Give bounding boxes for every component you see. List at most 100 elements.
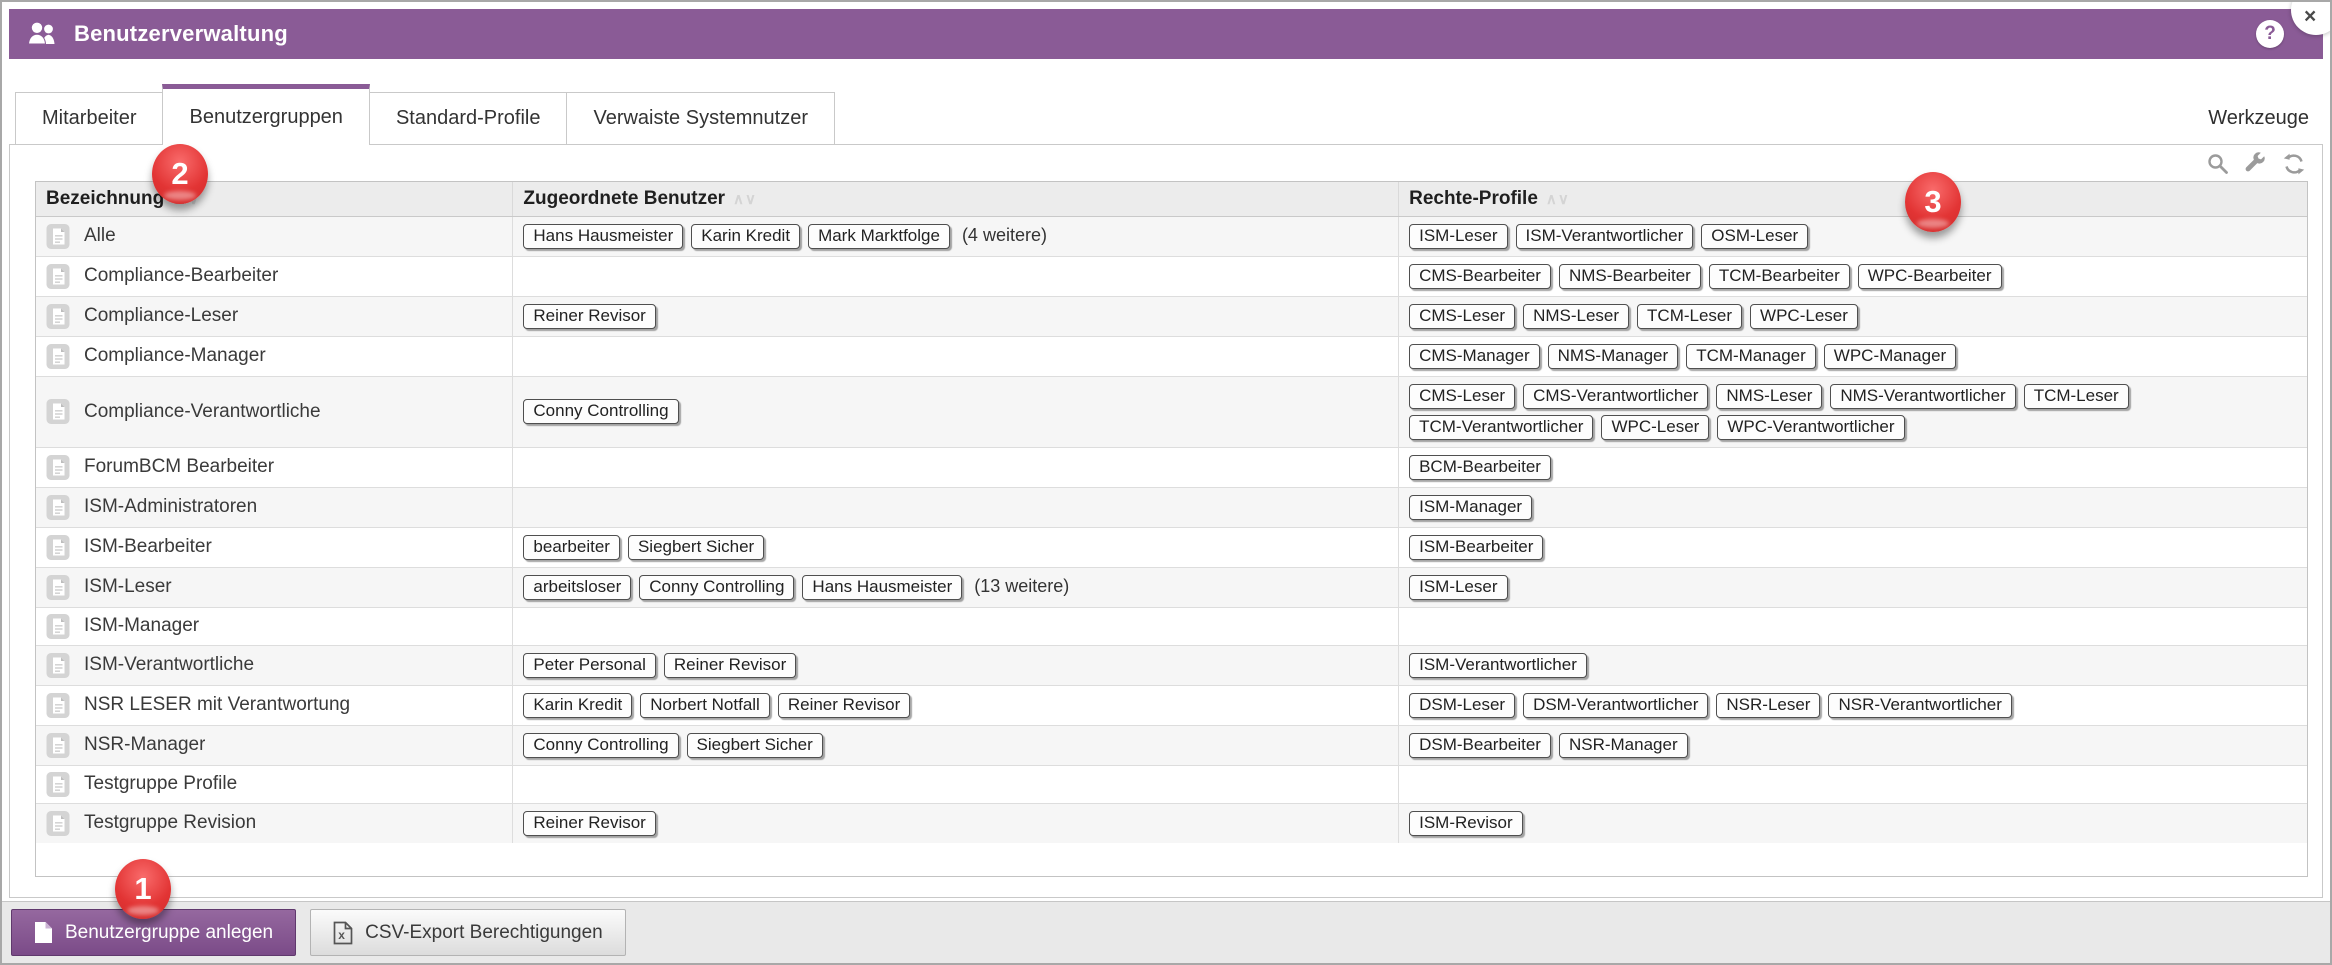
csv-export-label: CSV-Export Berechtigungen xyxy=(365,921,603,943)
table-row[interactable]: Testgruppe Profile xyxy=(36,764,2307,803)
tab-mitarbeiter[interactable]: Mitarbeiter xyxy=(15,92,164,144)
table-row[interactable]: Compliance-Bearbeiter CMS-Bearbeiter NMS-B… xyxy=(36,255,2307,296)
group-name-label: Alle xyxy=(84,225,116,246)
table-row[interactable]: ISM-Manager xyxy=(36,606,2307,645)
profile-chip[interactable]: NMS-Bearbeiter xyxy=(1558,263,1701,289)
profile-chip[interactable]: CMS-Leser xyxy=(1409,383,1516,409)
profile-chip[interactable]: NMS-Leser xyxy=(1716,383,1823,409)
user-chip[interactable]: Reiner Revisor xyxy=(777,692,911,718)
profile-chip[interactable]: ISM-Leser xyxy=(1409,223,1508,249)
group-name-label: NSR-Manager xyxy=(84,734,206,755)
assigned-users-cell: Peter Personal Reiner Revisor xyxy=(512,644,1400,685)
column-header-zugeordnete-benutzer[interactable]: Zugeordnete Benutzer xyxy=(512,182,1400,217)
user-chip[interactable]: Reiner Revisor xyxy=(663,652,797,678)
profile-chip[interactable]: TCM-Leser xyxy=(2023,383,2129,409)
table-row[interactable]: ISM-Verantwortliche Peter Personal Reiner … xyxy=(36,644,2307,685)
profile-chip[interactable]: ISM-Leser xyxy=(1409,574,1508,600)
profile-chip[interactable]: TCM-Verantwortlicher xyxy=(1409,414,1594,440)
wrench-icon[interactable] xyxy=(2244,152,2268,176)
profile-chip[interactable]: CMS-Leser xyxy=(1409,303,1516,329)
table-row[interactable]: NSR-Manager Conny Controlling Siegbert Sic… xyxy=(36,724,2307,765)
table-row[interactable]: Testgruppe Revision Reiner Revisor ISM-Rev… xyxy=(36,802,2307,843)
assigned-users-cell: bearbeiter Siegbert Sicher xyxy=(512,526,1400,567)
table-row[interactable]: ForumBCM Bearbeiter BCM-Bearbeiter xyxy=(36,446,2307,487)
table-row[interactable]: ISM-Leser arbeitsloser Conny Controlling Ha… xyxy=(36,566,2307,607)
sort-none-icon xyxy=(733,188,757,209)
profile-chip[interactable]: DSM-Bearbeiter xyxy=(1409,732,1551,758)
profile-chip[interactable]: CMS-Verantwortlicher xyxy=(1523,383,1709,409)
assigned-users-cell: Reiner Revisor xyxy=(512,295,1400,336)
profile-chip[interactable]: WPC-Bearbeiter xyxy=(1857,263,2002,289)
user-chip[interactable]: Conny Controlling xyxy=(523,399,679,424)
profile-chip[interactable]: BCM-Bearbeiter xyxy=(1409,454,1551,480)
user-chip[interactable]: Siegbert Sicher xyxy=(686,732,823,758)
group-name-label: ISM-Bearbeiter xyxy=(84,536,212,557)
profile-chip[interactable]: TCM-Leser xyxy=(1637,303,1743,329)
profile-chip[interactable]: WPC-Verantwortlicher xyxy=(1717,414,1905,440)
csv-export-button[interactable]: x CSV-Export Berechtigungen xyxy=(310,909,626,956)
user-chip[interactable]: Karin Kredit xyxy=(523,692,633,718)
profile-chip[interactable]: DSM-Verantwortlicher xyxy=(1523,692,1709,718)
column-header-rechte-profile[interactable]: Rechte-Profile xyxy=(1398,182,2307,217)
profile-chip[interactable]: TCM-Manager xyxy=(1686,343,1816,369)
profile-chip[interactable]: ISM-Verantwortlicher xyxy=(1409,652,1587,678)
group-name-cell: ForumBCM Bearbeiter xyxy=(36,446,514,487)
user-chip[interactable]: Mark Marktfolge xyxy=(808,223,950,249)
profile-chip[interactable]: NMS-Verantwortlicher xyxy=(1830,383,2016,409)
profile-chip[interactable]: NMS-Leser xyxy=(1523,303,1630,329)
table-row[interactable]: NSR LESER mit Verantwortung Karin Kredit N… xyxy=(36,684,2307,725)
create-group-button[interactable]: Benutzergruppe anlegen xyxy=(11,909,297,956)
user-chip[interactable]: arbeitsloser xyxy=(523,574,632,600)
tab-label: Standard-Profile xyxy=(395,107,541,129)
user-chip[interactable]: Conny Controlling xyxy=(639,574,795,600)
group-name-label: ISM-Manager xyxy=(84,615,200,636)
profile-chip[interactable]: ISM-Bearbeiter xyxy=(1409,534,1544,560)
profile-chip[interactable]: TCM-Bearbeiter xyxy=(1708,263,1850,289)
assigned-users-cell xyxy=(512,335,1400,376)
profile-chip[interactable]: WPC-Leser xyxy=(1750,303,1858,329)
profile-chip[interactable]: NSR-Manager xyxy=(1558,732,1688,758)
table-row[interactable]: Compliance-Leser Reiner Revisor CMS-Leser N… xyxy=(36,295,2307,336)
profile-chip[interactable]: CMS-Manager xyxy=(1409,343,1540,369)
table-row[interactable]: Compliance-Manager CMS-Manager NMS-Manager… xyxy=(36,335,2307,376)
user-chip[interactable]: Hans Hausmeister xyxy=(523,223,684,249)
user-chip[interactable]: Norbert Notfall xyxy=(640,692,770,718)
profile-chip[interactable]: WPC-Leser xyxy=(1601,414,1710,440)
user-chip[interactable]: Siegbert Sicher xyxy=(627,534,765,560)
tab-label: Mitarbeiter xyxy=(42,107,137,129)
table-row[interactable]: Compliance-Verantwortliche Conny Controll… xyxy=(36,375,2307,447)
profile-chip[interactable]: NSR-Verantwortlicher xyxy=(1828,692,2012,718)
werkzeuge-menu[interactable]: Werkzeuge xyxy=(2208,107,2309,129)
profile-chip[interactable]: OSM-Leser xyxy=(1701,223,1809,249)
group-name-cell: Compliance-Bearbeiter xyxy=(36,255,514,296)
profile-chip[interactable]: ISM-Manager xyxy=(1409,494,1533,520)
profile-chip[interactable]: ISM-Verantwortlicher xyxy=(1515,223,1694,249)
profile-chip[interactable]: NSR-Leser xyxy=(1716,692,1821,718)
profile-chip[interactable]: DSM-Leser xyxy=(1409,692,1516,718)
page-title: Benutzerverwaltung xyxy=(74,21,288,46)
profile-chip[interactable]: WPC-Manager xyxy=(1823,343,1957,369)
table-row[interactable]: Alle Hans Hausmeister Karin Kredit Mark Mar… xyxy=(36,216,2307,256)
table-row[interactable]: ISM-Administratoren ISM-Manager xyxy=(36,486,2307,527)
user-chip[interactable]: Karin Kredit xyxy=(691,223,801,249)
search-icon[interactable] xyxy=(2206,152,2230,176)
create-group-label: Benutzergruppe anlegen xyxy=(65,921,274,943)
user-chip[interactable]: Conny Controlling xyxy=(523,732,679,758)
table-row[interactable]: ISM-Bearbeiter bearbeiter Siegbert Sicher I… xyxy=(36,526,2307,567)
rights-profiles-cell: CMS-Manager NMS-Manager TCM-Manager WPC-Man… xyxy=(1398,335,2307,376)
user-chip[interactable]: Hans Hausmeister xyxy=(802,574,963,600)
user-chip[interactable]: Reiner Revisor xyxy=(523,810,656,836)
user-chip[interactable]: bearbeiter xyxy=(523,534,620,560)
tab-benutzergruppen[interactable]: Benutzergruppen xyxy=(162,84,370,145)
rights-profiles-cell: BCM-Bearbeiter xyxy=(1398,446,2307,487)
profile-chip[interactable]: ISM-Revisor xyxy=(1409,810,1523,836)
user-chip[interactable]: Reiner Revisor xyxy=(523,303,656,329)
profile-chip[interactable]: CMS-Bearbeiter xyxy=(1409,263,1551,289)
column-header-bezeichnung[interactable]: Bezeichnung xyxy=(36,182,514,217)
tab-verwaiste-systemnutzer[interactable]: Verwaiste Systemnutzer xyxy=(566,92,835,144)
help-button[interactable]: ? xyxy=(2256,20,2284,48)
refresh-icon[interactable] xyxy=(2282,152,2306,176)
profile-chip[interactable]: NMS-Manager xyxy=(1547,343,1679,369)
tab-standard-profile[interactable]: Standard-Profile xyxy=(368,92,568,144)
user-chip[interactable]: Peter Personal xyxy=(523,652,656,678)
